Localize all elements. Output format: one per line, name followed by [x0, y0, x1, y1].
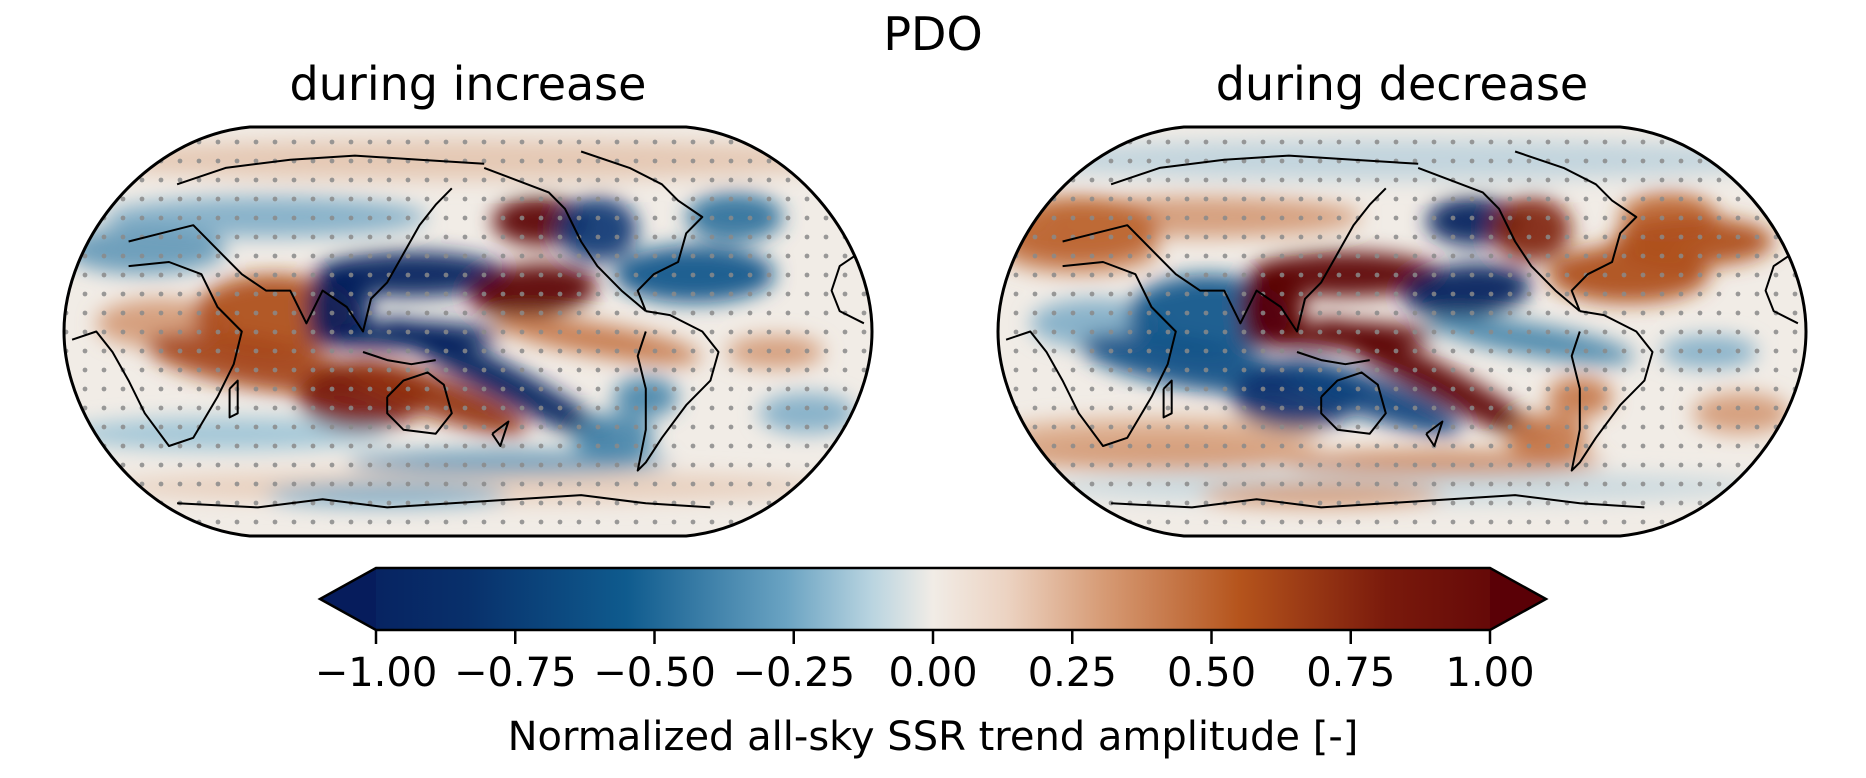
coastline	[228, 379, 239, 419]
coastline	[1570, 310, 1654, 472]
coastline	[483, 166, 647, 312]
panel-title-increase: during increase	[289, 57, 647, 111]
colorbar-gradient	[320, 568, 1546, 630]
coastline	[128, 187, 453, 333]
coastline	[580, 150, 704, 312]
coastlines	[71, 150, 865, 509]
coastline	[386, 371, 453, 435]
colorbar-label: Normalized all-sky SSR trend amplitude […	[507, 714, 1359, 760]
colorbar-tick-label: 0.25	[1028, 650, 1117, 696]
map-border	[62, 125, 874, 538]
colorbar-tick-label: 0.00	[888, 650, 977, 696]
colorbar-tick-label: −0.75	[454, 650, 577, 696]
coastline	[636, 310, 720, 472]
map-field	[64, 127, 872, 536]
coastline	[1320, 371, 1387, 435]
coastline	[1005, 261, 1177, 447]
colorbar-tick-label: 1.00	[1445, 650, 1534, 696]
coastline	[1514, 150, 1638, 312]
coastline	[177, 494, 711, 509]
significance-stippling	[998, 127, 1806, 536]
coastline	[491, 420, 510, 447]
coastline	[1111, 494, 1645, 509]
map-panel-increase	[62, 125, 874, 538]
coastlines	[1005, 150, 1799, 509]
coastline	[1296, 351, 1370, 366]
map-field	[998, 127, 1806, 536]
panel-title-decrease: during decrease	[1215, 57, 1589, 111]
colorbar: −1.00 −0.75 −0.50 −0.25 0.00 0.25 0.50 0.75 1.00	[315, 566, 1549, 696]
map-border	[996, 125, 1808, 538]
colorbar-tick-label: 0.75	[1306, 650, 1395, 696]
colorbar-tick-label: −0.50	[593, 650, 716, 696]
figure-title: PDO	[883, 7, 983, 61]
coastline	[1062, 187, 1387, 333]
coastline	[362, 351, 436, 366]
significance-stippling	[64, 127, 872, 536]
coastline	[1417, 166, 1581, 312]
coastline	[1162, 379, 1173, 419]
coastline	[176, 154, 485, 186]
colorbar-tick-label: −1.00	[315, 650, 438, 696]
colorbar-extend-min	[320, 568, 376, 630]
coastline	[1425, 420, 1444, 447]
colorbar-extend-max	[1490, 568, 1546, 630]
coastline	[1764, 248, 1799, 325]
map-panel-decrease	[996, 125, 1808, 538]
coastline	[1110, 154, 1419, 186]
coastline	[71, 261, 243, 447]
coastline	[830, 248, 865, 325]
colorbar-tick-label: 0.50	[1167, 650, 1256, 696]
colorbar-tick-label: −0.25	[732, 650, 855, 696]
